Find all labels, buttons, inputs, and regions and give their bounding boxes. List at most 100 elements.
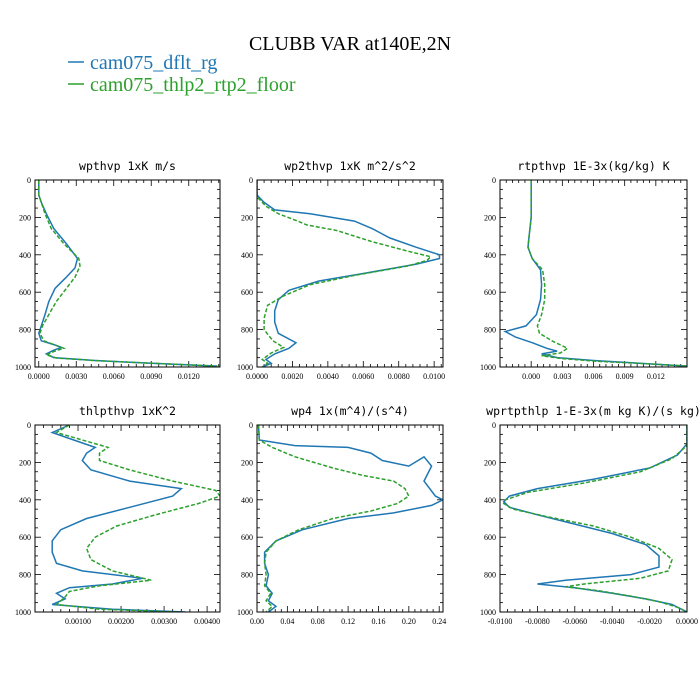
x-tick-label: -0.0060 [562, 617, 587, 626]
series-line-thlp2-rtp2-floor [257, 425, 410, 612]
series-line-thlp2-rtp2-floor [38, 180, 218, 367]
series-line-thlp2-rtp2-floor [527, 180, 687, 367]
x-tick-label: 0.0000 [28, 372, 50, 381]
y-tick-label: 600 [484, 533, 496, 542]
x-tick-label: 0.00100 [65, 617, 91, 626]
panel-4: thlpthvp 1xK^2 0 200 400 600 800 1000 0.00100 0.… [15, 404, 221, 626]
y-tick-label: 400 [241, 496, 253, 505]
x-tick-label: 0.012 [647, 372, 665, 381]
y-tick-label: 1000 [15, 608, 31, 617]
y-tick-label: 400 [19, 496, 31, 505]
x-tick-label: 0.0000 [246, 372, 268, 381]
x-tick-label: 0.006 [585, 372, 603, 381]
x-tick-label: 0.0000 [676, 617, 698, 626]
plot-frame [499, 424, 688, 613]
y-tick-label: 1000 [237, 608, 253, 617]
x-tick-label: 0.009 [616, 372, 634, 381]
x-tick-label: 0.0100 [423, 372, 445, 381]
y-tick-label: 0 [27, 421, 31, 430]
x-tick-label: -0.0080 [525, 617, 550, 626]
plot-frame [34, 424, 221, 613]
x-tick-label: 0.00200 [108, 617, 134, 626]
y-tick-label: 200 [241, 458, 253, 467]
y-tick-label: 0 [249, 421, 253, 430]
series-line-dflt-rg [50, 425, 186, 612]
y-tick-label: 800 [241, 326, 253, 335]
y-tick-label: 200 [19, 213, 31, 222]
y-tick-label: 200 [484, 458, 496, 467]
x-tick-label: 0.0030 [65, 372, 87, 381]
x-tick-label: 0.0040 [317, 372, 339, 381]
panel-title: wpthvp 1xK m/s [79, 159, 176, 173]
x-tick-label: 0.20 [402, 617, 416, 626]
y-tick-label: 1000 [15, 363, 31, 372]
y-tick-label: 200 [19, 458, 31, 467]
figure-title: CLUBB VAR at140E,2N [249, 33, 451, 55]
y-tick-label: 400 [484, 251, 496, 260]
y-tick-label: 400 [484, 496, 496, 505]
y-tick-label: 800 [241, 571, 253, 580]
series-line-thlp2-rtp2-floor [502, 425, 687, 612]
y-tick-label: 800 [19, 571, 31, 580]
y-tick-label: 600 [241, 288, 253, 297]
panel-title: rtpthvp 1E-3x(kg/kg) K [517, 159, 669, 173]
x-tick-label: 0.08 [311, 617, 325, 626]
x-tick-label: 0.0060 [352, 372, 374, 381]
y-tick-label: 0 [492, 176, 496, 185]
panel-3: rtpthvp 1E-3x(kg/kg) K 0 200 400 600 800 1000 0… [480, 159, 688, 381]
x-tick-label: 0.0080 [388, 372, 410, 381]
panel-title: wp2thvp 1xK m^2/s^2 [284, 159, 416, 173]
x-tick-label: 0.00400 [194, 617, 220, 626]
plot-frame [256, 424, 444, 613]
panel-6: wprtpthlp 1-E-3x(m kg K)/(s kg) 0 200 400 60… [480, 404, 700, 626]
x-tick-label: -0.0020 [637, 617, 662, 626]
y-tick-label: 0 [492, 421, 496, 430]
y-tick-label: 1000 [237, 363, 253, 372]
y-tick-label: 1000 [480, 608, 496, 617]
y-tick-label: 600 [484, 288, 496, 297]
series-line-thlp2-rtp2-floor [257, 180, 433, 367]
x-tick-label: 0.003 [553, 372, 571, 381]
x-tick-label: 0.0020 [281, 372, 303, 381]
x-tick-label: 0.00300 [151, 617, 177, 626]
panel-title: wp4 1x(m^4)/(s^4) [291, 404, 409, 418]
y-tick-label: 600 [19, 288, 31, 297]
series-line-thlp2-rtp2-floor [54, 425, 220, 612]
y-tick-label: 800 [484, 326, 496, 335]
series-line-dflt-rg [257, 425, 443, 612]
panel-2: wp2thvp 1xK m^2/s^2020040060080010000.00… [237, 159, 445, 381]
panel-title: wprtpthlp 1-E-3x(m kg K)/(s kg) [486, 404, 700, 418]
x-tick-label: -0.0040 [600, 617, 625, 626]
plot-frame [499, 179, 688, 368]
y-tick-label: 400 [19, 251, 31, 260]
y-tick-label: 600 [241, 533, 253, 542]
panel-title: thlpthvp 1xK^2 [79, 404, 176, 418]
y-tick-label: 400 [241, 251, 253, 260]
plot-frame [34, 179, 221, 368]
y-tick-label: 800 [19, 326, 31, 335]
x-tick-label: 0.0060 [103, 372, 125, 381]
series-line-dflt-rg [502, 425, 687, 612]
y-tick-label: 0 [249, 176, 253, 185]
x-tick-label: 0.04 [280, 617, 294, 626]
y-tick-label: 800 [484, 571, 496, 580]
x-tick-label: 0.12 [341, 617, 355, 626]
x-tick-label: 0.00 [250, 617, 264, 626]
series-line-dflt-rg [38, 180, 218, 367]
series-line-dflt-rg [257, 180, 441, 367]
plot-frame [256, 179, 444, 368]
x-tick-label: 0.0120 [178, 372, 200, 381]
y-tick-label: 200 [484, 213, 496, 222]
y-tick-label: 1000 [480, 363, 496, 372]
y-tick-label: 600 [19, 533, 31, 542]
legend: cam075_dflt_rg cam075_thlp2_rtp2_floor [68, 52, 296, 96]
x-tick-label: 0.0090 [140, 372, 162, 381]
series-line-dflt-rg [503, 180, 687, 367]
x-tick-label: 0.16 [371, 617, 385, 626]
x-tick-label: -0.0100 [488, 617, 513, 626]
y-tick-label: 200 [241, 213, 253, 222]
